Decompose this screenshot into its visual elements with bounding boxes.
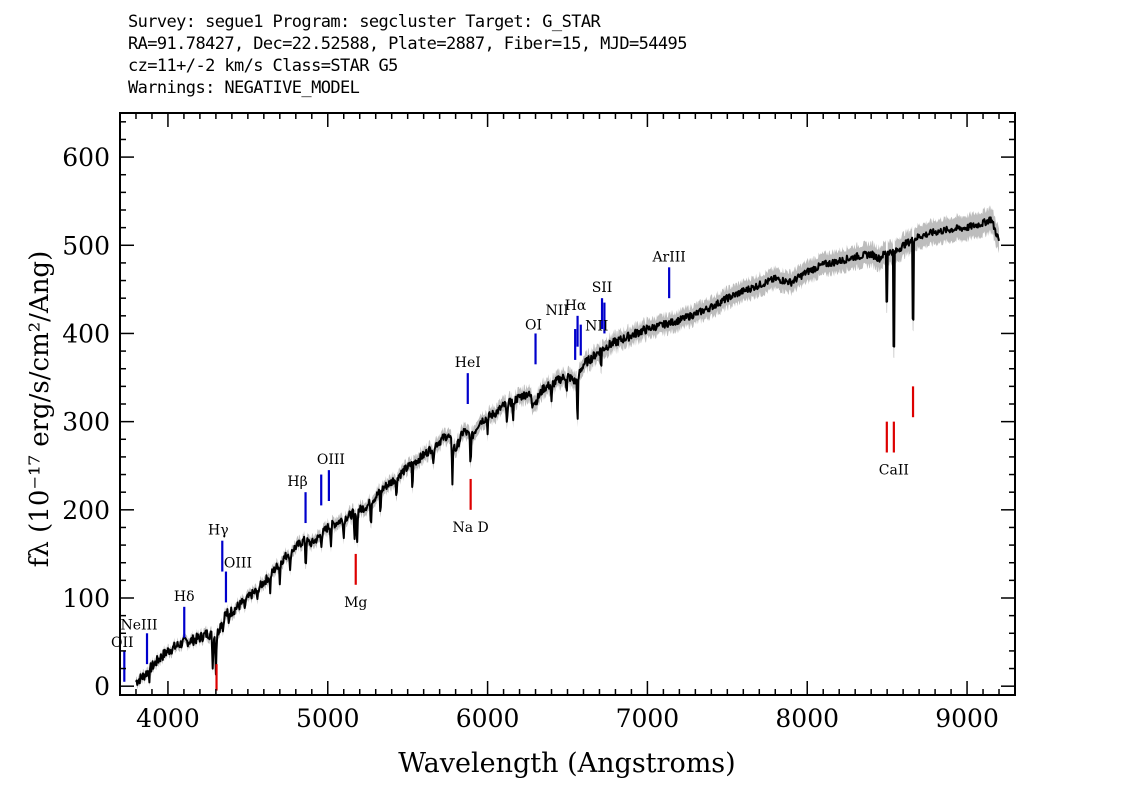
line-label-oi: OI bbox=[525, 317, 542, 333]
line-marker-layer bbox=[123, 267, 915, 691]
line-label-nii: NII bbox=[585, 319, 608, 335]
y-tick-label: 300 bbox=[62, 408, 110, 437]
line-label-hβ: Hβ bbox=[287, 474, 307, 490]
line-label-nii: NII bbox=[546, 303, 569, 319]
y-tick-label: 600 bbox=[62, 143, 110, 172]
x-tick-label: 8000 bbox=[775, 704, 839, 733]
data-layer bbox=[135, 216, 1000, 686]
x-tick-label: 9000 bbox=[935, 704, 999, 733]
x-tick-label: 6000 bbox=[456, 704, 520, 733]
line-label-oiii: OIII bbox=[317, 452, 345, 468]
x-tick-label: 5000 bbox=[296, 704, 360, 733]
line-label-neiii: NeIII bbox=[120, 617, 157, 633]
line-label-caii: CaII bbox=[879, 463, 909, 479]
y-tick-label: 100 bbox=[62, 584, 110, 613]
line-label-hδ: Hδ bbox=[174, 589, 195, 605]
line-label-na-d: Na D bbox=[453, 520, 489, 536]
line-label-sii: SII bbox=[592, 280, 613, 296]
spectrum-line bbox=[135, 216, 1000, 686]
line-label-hα: Hα bbox=[565, 298, 587, 314]
line-label-hγ: Hγ bbox=[208, 523, 229, 539]
axis-tick-layer bbox=[120, 113, 1016, 695]
error-band-layer bbox=[136, 205, 999, 690]
line-label-mg: Mg bbox=[344, 595, 367, 611]
y-tick-label: 0 bbox=[94, 672, 110, 701]
y-tick-label: 400 bbox=[62, 319, 110, 348]
y-tick-label: 500 bbox=[62, 231, 110, 260]
line-label-ariii: ArIII bbox=[651, 249, 685, 265]
header-line-warnings: Warnings: NEGATIVE_MODEL bbox=[128, 78, 360, 98]
x-axis-title: Wavelength (Angstroms) bbox=[398, 748, 735, 779]
x-tick-label: 7000 bbox=[616, 704, 680, 733]
line-label-hei: HeI bbox=[455, 355, 481, 371]
header-line-redshift: cz=11+/-2 km/s Class=STAR G5 bbox=[128, 56, 398, 76]
y-tick-label: 200 bbox=[62, 496, 110, 525]
header-line-survey: Survey: segue1 Program: segcluster Targe… bbox=[128, 12, 601, 32]
plot-frame bbox=[119, 112, 1016, 696]
y-axis-title: fλ (10⁻¹⁷ erg/s/cm²/Ang) bbox=[25, 251, 55, 567]
line-label-oii: OII bbox=[111, 635, 134, 651]
line-label-oiii: OIII bbox=[224, 556, 252, 572]
x-tick-label: 4000 bbox=[136, 704, 200, 733]
header-line-coordinates: RA=91.78427, Dec=22.52588, Plate=2887, F… bbox=[128, 34, 687, 54]
axis-label-layer: OIINeIIIHδHγOIIIHβOIIIHeIOINIIHαNIISIIAr… bbox=[62, 143, 999, 733]
error-band bbox=[136, 205, 999, 690]
spectrum-header: Survey: segue1 Program: segcluster Targe… bbox=[128, 11, 1108, 99]
